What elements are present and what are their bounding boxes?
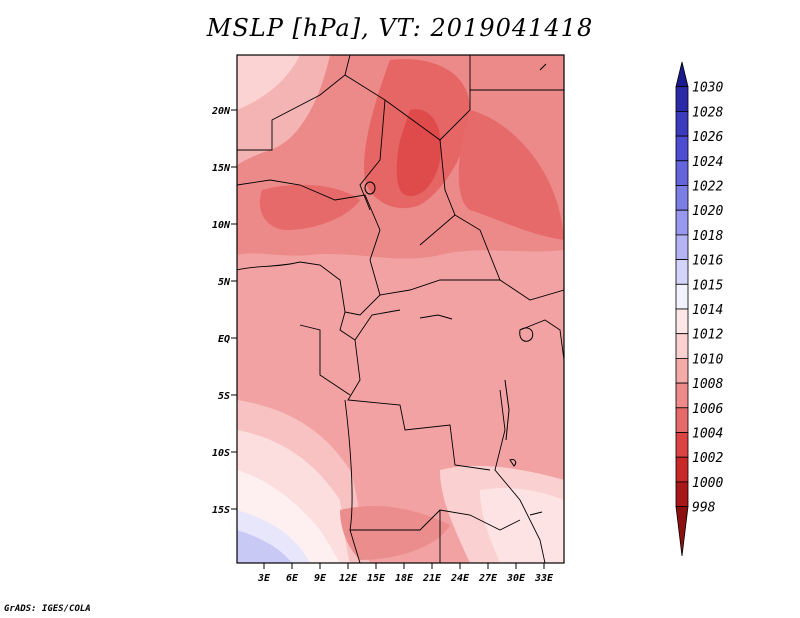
lat-label: 15S xyxy=(212,505,230,516)
lon-label: 3E xyxy=(257,573,271,584)
colorbar xyxy=(675,61,689,557)
lon-label: 15E xyxy=(367,573,386,584)
lat-label: 20N xyxy=(211,106,231,117)
colorbar-label: 998 xyxy=(692,501,716,516)
country-borders xyxy=(237,55,564,563)
lon-axis xyxy=(263,563,545,569)
lon-label: 33E xyxy=(534,573,554,584)
colorbar-box xyxy=(675,135,689,162)
lat-label: 10N xyxy=(212,220,231,231)
lat-label: 15N xyxy=(212,163,231,174)
lon-label: 30E xyxy=(506,573,526,584)
colorbar-box xyxy=(675,259,689,285)
colorbar-box xyxy=(675,407,689,433)
colorbar-label: 1006 xyxy=(692,402,723,417)
lat-axis xyxy=(231,109,237,510)
colorbar-label: 1026 xyxy=(692,130,723,145)
lon-label: 12E xyxy=(339,573,358,584)
colorbar-label: 1004 xyxy=(692,427,723,442)
colorbar-arrow-low xyxy=(675,506,689,557)
colorbar-label: 1024 xyxy=(692,155,723,170)
colorbar-label: 1015 xyxy=(692,278,723,293)
colorbar-box xyxy=(675,160,689,186)
colorbar-box xyxy=(675,382,689,409)
colorbar-label: 1030 xyxy=(692,81,723,96)
colorbar-label: 1028 xyxy=(692,105,723,120)
colorbar-box xyxy=(675,308,689,335)
colorbar-box xyxy=(675,481,689,507)
colorbar-box xyxy=(675,111,689,137)
lon-label: 21E xyxy=(422,573,442,584)
colorbar-box xyxy=(675,234,689,260)
lat-label: 5S xyxy=(218,391,230,402)
pressure-field xyxy=(237,55,564,563)
colorbar-label: 1002 xyxy=(692,451,723,466)
colorbar-label: 1000 xyxy=(692,476,723,491)
colorbar-box xyxy=(675,357,689,384)
lon-label: 24E xyxy=(450,573,470,584)
colorbar-label: 1010 xyxy=(692,352,723,367)
colorbar-box xyxy=(675,333,689,359)
lon-label: 27E xyxy=(478,573,498,584)
colorbar-label: 1018 xyxy=(692,229,723,244)
lat-label: 5N xyxy=(218,277,231,288)
colorbar-label: 1016 xyxy=(692,254,723,269)
lakes xyxy=(364,63,547,516)
colorbar-box xyxy=(675,283,689,310)
lat-label: EQ xyxy=(218,334,230,345)
colorbar-box xyxy=(675,209,689,236)
lon-label: 9E xyxy=(314,573,327,584)
grads-credit: GrADS: IGES/COLA xyxy=(4,604,91,614)
map-frame xyxy=(236,54,565,564)
map-title: MSLP [hPa], VT: 2019041418 xyxy=(206,14,594,42)
lon-label: 18E xyxy=(395,573,414,584)
colorbar-label: 1014 xyxy=(692,303,723,318)
lat-label: 10S xyxy=(212,448,230,459)
colorbar-box xyxy=(675,432,689,458)
colorbar-label: 1012 xyxy=(692,328,723,343)
colorbar-label: 1008 xyxy=(692,377,723,392)
colorbar-box xyxy=(675,456,689,483)
colorbar-arrow-high xyxy=(675,61,689,88)
colorbar-label: 1022 xyxy=(692,180,723,195)
colorbar-labels: 1030 1028 1026 1024 1022 1020 1018 1016 1015 1014… xyxy=(692,81,723,516)
colorbar-label: 1020 xyxy=(692,204,723,219)
colorbar-box xyxy=(675,86,689,112)
colorbar-box xyxy=(675,185,689,211)
lon-label: 6E xyxy=(286,573,299,584)
